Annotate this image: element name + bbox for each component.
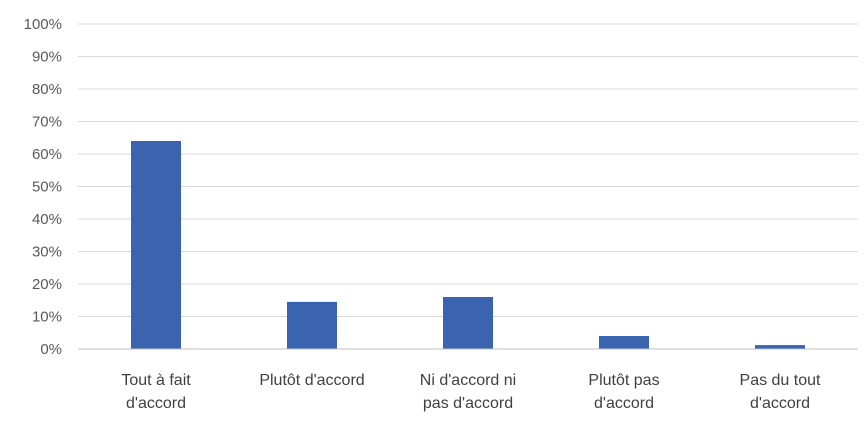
y-tick-label: 90% — [32, 49, 62, 66]
y-tick-label: 50% — [32, 179, 62, 196]
y-tick-label: 0% — [40, 341, 62, 358]
y-tick-label: 30% — [32, 244, 62, 261]
y-axis-tick-labels: 0% 10% 20% 30% 40% 50% 60% 70% 80% 90% 100% — [24, 16, 62, 358]
x-category-label: Ni d'accord ni pas d'accord — [420, 372, 516, 412]
y-tick-label: 100% — [24, 16, 62, 33]
bar — [287, 301, 337, 349]
gridlines — [78, 23, 858, 317]
bars — [131, 141, 805, 349]
y-tick-label: 10% — [32, 309, 62, 326]
y-tick-label: 20% — [32, 276, 62, 293]
y-tick-label: 60% — [32, 146, 62, 163]
x-axis-category-labels: Tout à fait d'accord Plutôt d'accord Ni d'a… — [121, 372, 821, 412]
y-tick-label: 40% — [32, 211, 62, 228]
bar — [755, 345, 805, 349]
bar — [599, 336, 649, 349]
x-category-label: Pas du tout d'accord — [740, 372, 822, 412]
x-category-label: Plutôt d'accord — [259, 372, 364, 389]
bar — [131, 141, 181, 349]
x-category-label: Plutôt pas d'accord — [588, 372, 659, 412]
x-category-label: Tout à fait d'accord — [121, 372, 191, 412]
y-tick-label: 80% — [32, 81, 62, 98]
bar — [443, 297, 493, 349]
y-tick-label: 70% — [32, 114, 62, 131]
